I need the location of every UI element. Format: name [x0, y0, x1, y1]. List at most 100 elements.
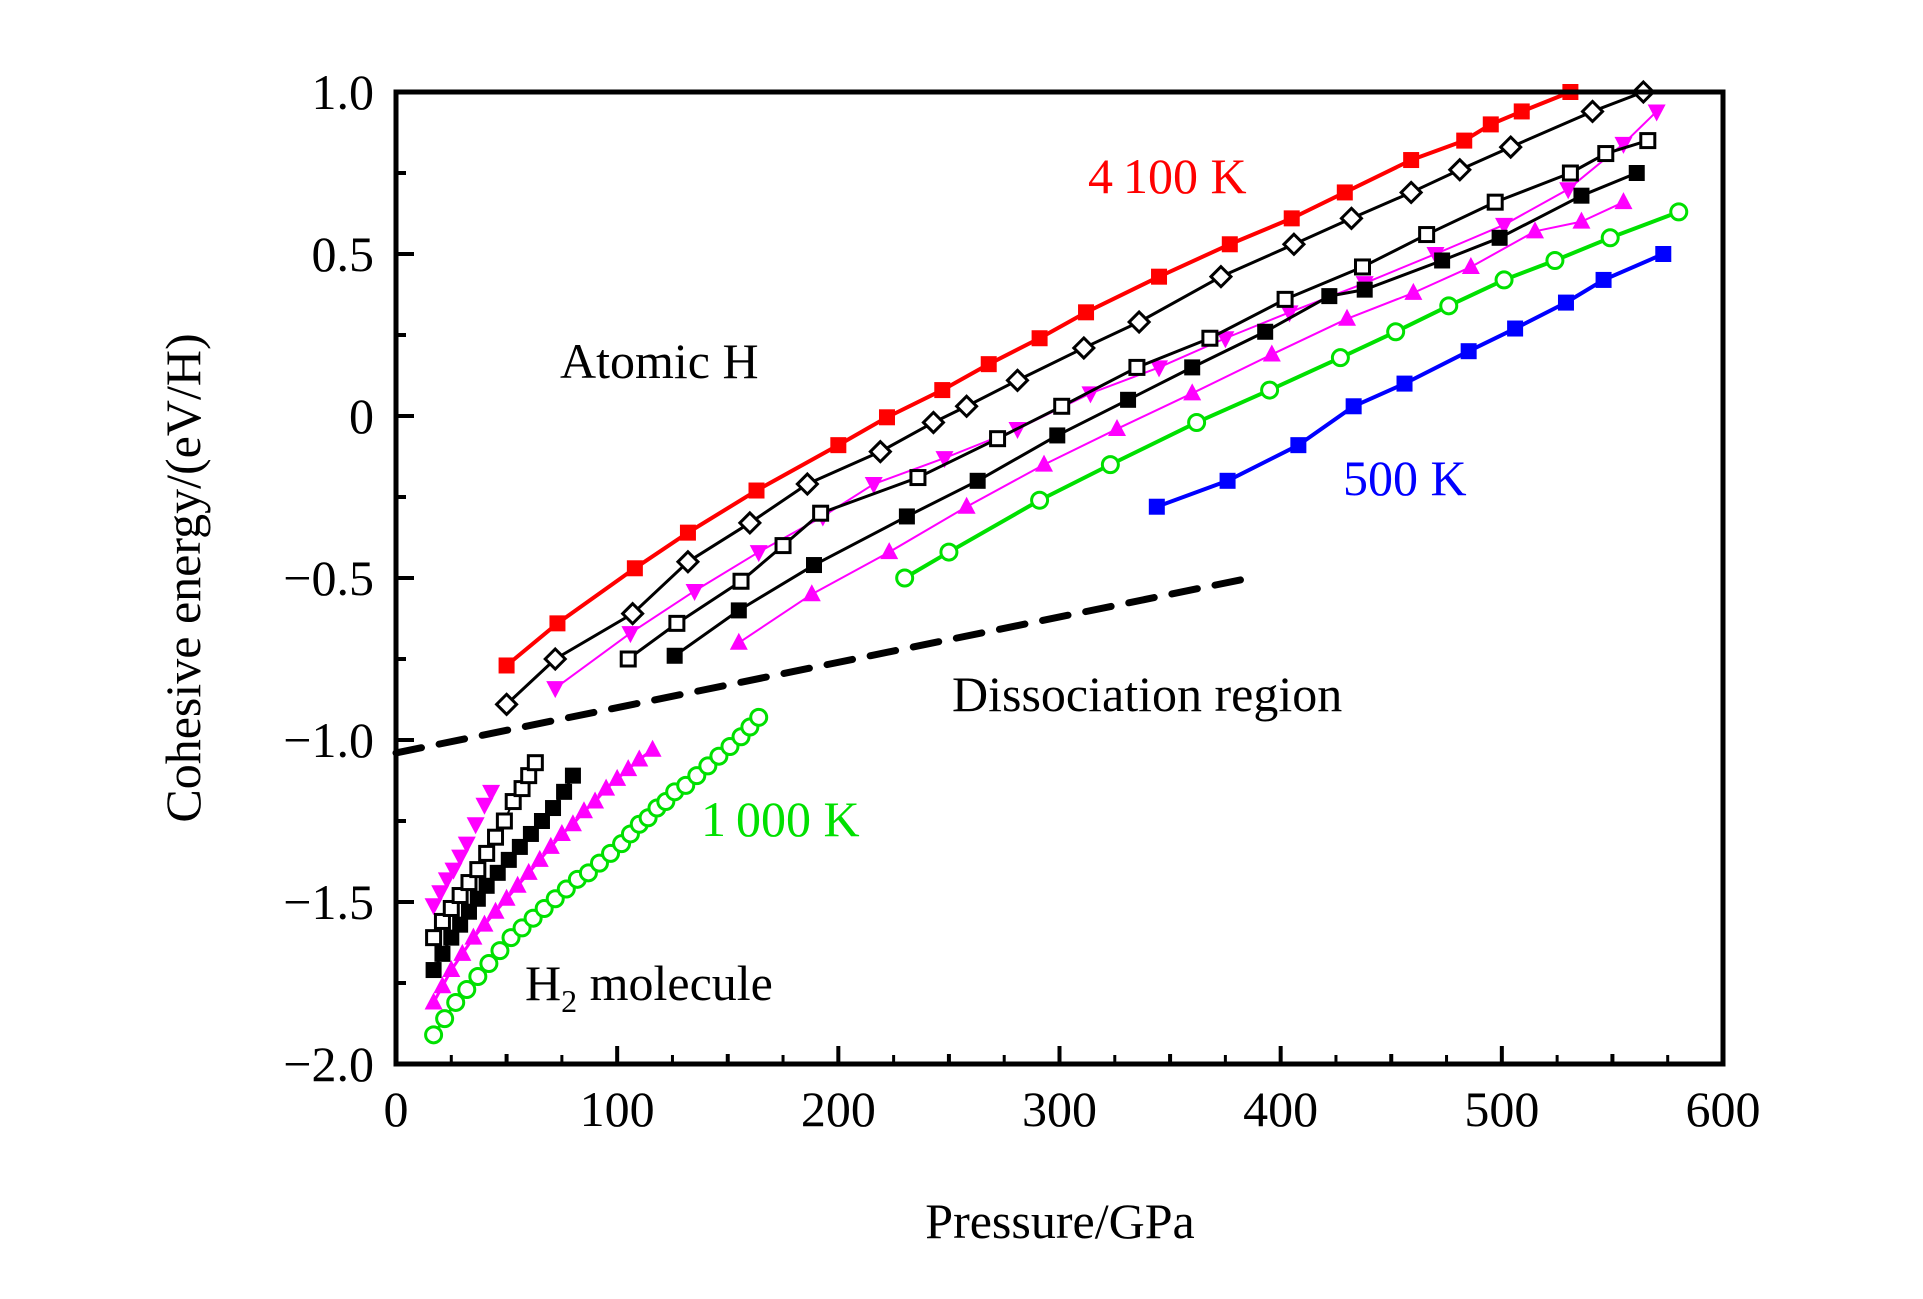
data-point — [774, 537, 792, 555]
data-point — [729, 632, 748, 650]
data-point — [1418, 226, 1436, 244]
data-point — [1281, 232, 1307, 257]
data-point — [425, 962, 442, 979]
data-point — [478, 877, 495, 894]
data-point — [1655, 246, 1672, 262]
data-point — [1486, 193, 1504, 211]
series-h2-open-square — [425, 754, 544, 947]
data-point — [732, 572, 750, 590]
data-point — [433, 912, 451, 930]
data-point — [1201, 329, 1219, 347]
data-point — [586, 791, 605, 809]
data-point — [620, 601, 645, 626]
data-point — [451, 887, 469, 905]
data-point — [1559, 182, 1578, 200]
data-point — [1216, 331, 1235, 349]
data-point — [1614, 136, 1633, 154]
annotation-1000k: 1 000 K — [701, 791, 860, 847]
x-axis-title: Pressure/GPa — [925, 1193, 1194, 1249]
data-point — [1404, 282, 1423, 300]
data-point — [486, 901, 505, 919]
series-layer — [392, 79, 1689, 1045]
data-point — [1447, 157, 1472, 182]
data-point — [597, 778, 616, 796]
data-point — [1120, 391, 1137, 408]
data-point — [522, 825, 539, 842]
data-point — [451, 849, 470, 867]
h2-rest: molecule — [577, 955, 773, 1011]
series-4100-k — [498, 84, 1579, 674]
data-point — [1030, 490, 1050, 510]
data-point — [802, 584, 821, 602]
data-point — [921, 410, 946, 435]
x-tick-label: 100 — [580, 1081, 655, 1137]
data-point — [934, 382, 951, 399]
x-tick-label: 400 — [1243, 1081, 1318, 1137]
data-point — [475, 914, 494, 932]
data-point — [748, 482, 765, 499]
data-point — [1078, 304, 1095, 321]
series-h2-magenta-down-triangle — [424, 784, 501, 916]
data-point — [460, 903, 477, 920]
data-point — [526, 754, 544, 772]
data-point — [552, 823, 571, 841]
data-point — [545, 800, 562, 817]
data-point — [1461, 256, 1480, 274]
y-tick-label: 0 — [349, 388, 374, 444]
data-point — [1126, 309, 1152, 335]
data-point — [1151, 268, 1168, 285]
data-point — [460, 874, 478, 892]
data-point — [475, 797, 494, 815]
data-point — [504, 793, 522, 811]
x-tick-label: 600 — [1686, 1081, 1761, 1137]
y-tick-label: 0.5 — [312, 226, 375, 282]
data-point — [1403, 152, 1420, 169]
data-point — [1148, 498, 1165, 515]
data-point — [490, 941, 510, 961]
data-point — [500, 851, 517, 868]
data-point — [679, 524, 696, 541]
data-point — [1150, 360, 1169, 378]
series-open-diamond — [494, 79, 1656, 717]
data-point — [1572, 211, 1591, 229]
data-point — [442, 899, 460, 917]
data-point — [643, 739, 662, 757]
data-point — [1336, 184, 1353, 201]
data-point — [1049, 427, 1066, 444]
data-point — [1494, 270, 1514, 290]
data-point — [878, 409, 895, 426]
data-point — [1513, 103, 1530, 120]
annotation-dissociation-region: Dissociation region — [952, 666, 1342, 722]
data-point — [464, 927, 483, 945]
data-point — [508, 875, 527, 893]
series-line — [738, 201, 1624, 644]
data-point — [1353, 258, 1371, 276]
data-point — [497, 888, 516, 906]
data-point — [1639, 132, 1657, 150]
data-point — [619, 650, 637, 668]
data-point — [1580, 99, 1605, 124]
data-point — [626, 560, 643, 577]
data-point — [1557, 294, 1574, 311]
data-point — [1356, 281, 1373, 298]
data-point — [1321, 288, 1338, 305]
data-point — [812, 504, 830, 522]
data-point — [457, 836, 476, 854]
data-point — [424, 992, 443, 1010]
data-point — [1669, 202, 1689, 222]
data-point — [1221, 236, 1238, 253]
data-point — [1219, 472, 1236, 489]
data-point — [1187, 412, 1207, 432]
data-point — [1031, 330, 1048, 347]
data-point — [608, 768, 627, 786]
data-point — [868, 439, 893, 464]
series-open-square — [619, 132, 1657, 668]
data-point — [939, 542, 959, 562]
data-point — [1399, 180, 1424, 205]
data-point — [1491, 229, 1508, 246]
data-point — [1071, 335, 1096, 361]
data-point — [424, 1025, 444, 1045]
data-point — [621, 626, 640, 644]
y-tick-label: −1.5 — [283, 874, 374, 930]
data-point — [452, 916, 469, 933]
